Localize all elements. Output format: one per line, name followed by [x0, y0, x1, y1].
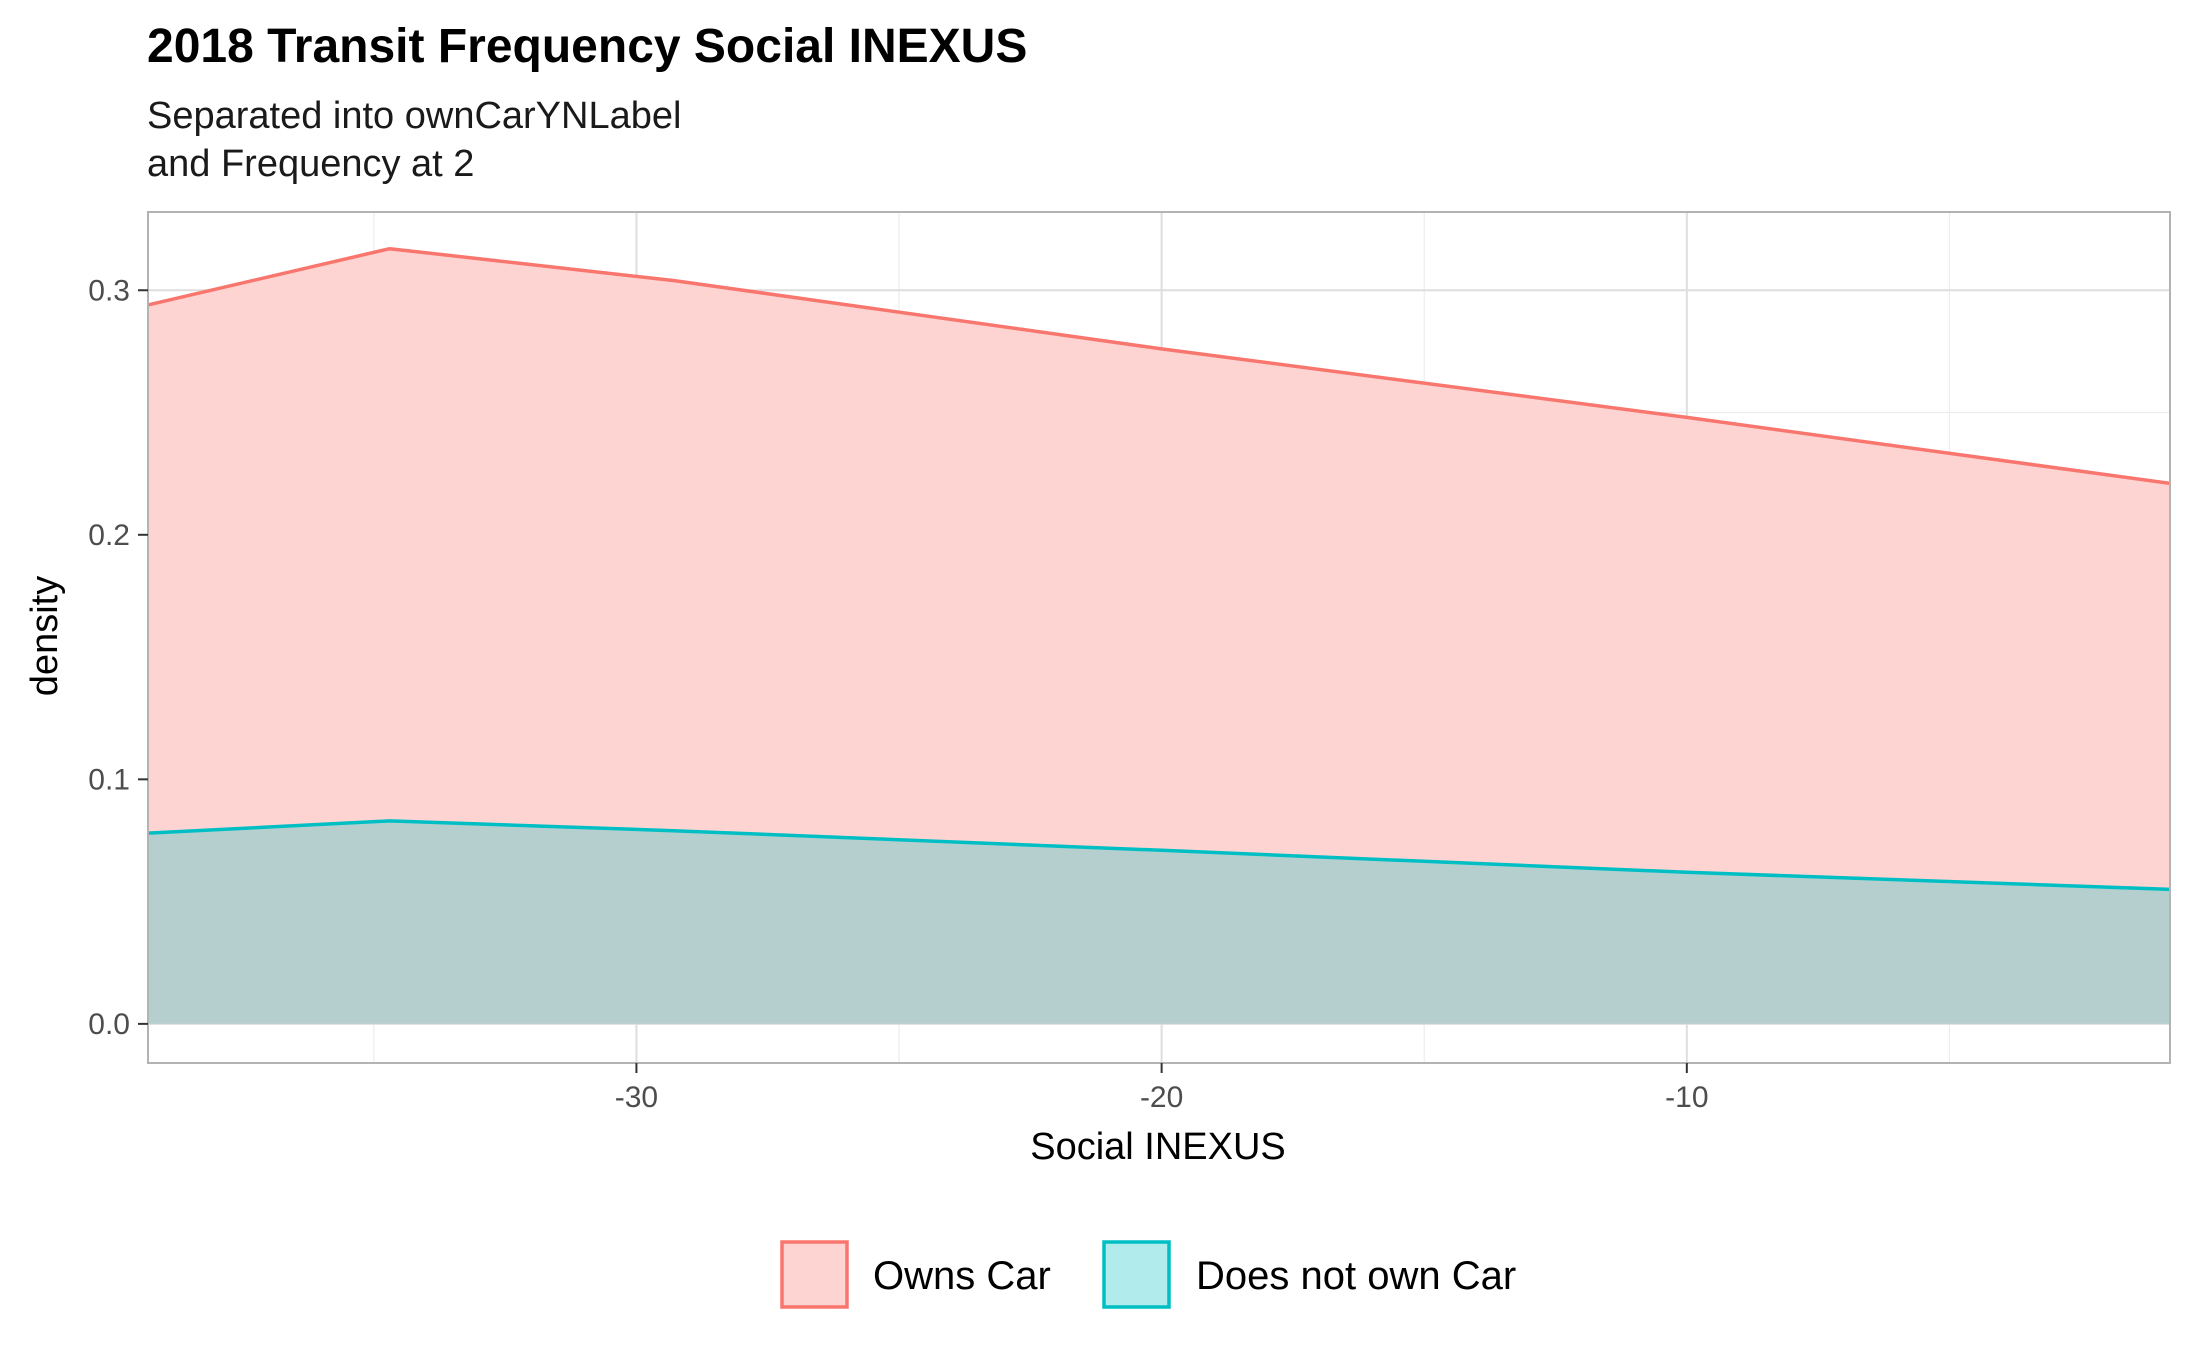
line-owns-car	[147, 246, 2171, 486]
legend-key-owns-car	[780, 1240, 849, 1309]
y-tick-label: 0.0	[88, 1008, 130, 1041]
x-tick-label: -30	[615, 1081, 658, 1114]
x-tick-label: -10	[1665, 1081, 1708, 1114]
x-tick-label: -20	[1140, 1081, 1183, 1114]
x-axis-title: Social INEXUS	[1030, 1126, 1286, 1168]
plot-panel	[147, 211, 2171, 1064]
x-axis-ticks: -30 -20 -10	[615, 1063, 1709, 1114]
legend-label-owns-car: Owns Car	[873, 1254, 1051, 1298]
chart-subtitle-line-2: and Frequency at 2	[147, 143, 474, 185]
line-does-not-own-car	[147, 819, 2171, 892]
chart-subtitle-line-1: Separated into ownCarYNLabel	[147, 95, 681, 137]
chart-title: 2018 Transit Frequency Social INEXUS	[147, 20, 1027, 73]
legend: Owns Car Does not own Car	[780, 1240, 1516, 1309]
density-lines	[147, 246, 2171, 892]
legend-label-does-not-own-car: Does not own Car	[1196, 1254, 1516, 1298]
legend-key-does-not-own-car	[1102, 1240, 1171, 1309]
y-tick-label: 0.1	[88, 763, 130, 796]
y-axis-title: density	[24, 576, 66, 696]
y-tick-label: 0.2	[88, 519, 130, 552]
y-tick-label: 0.3	[88, 274, 130, 307]
y-axis-ticks: 0.0 0.1 0.2 0.3	[88, 274, 148, 1041]
plot-border	[147, 211, 2171, 1064]
